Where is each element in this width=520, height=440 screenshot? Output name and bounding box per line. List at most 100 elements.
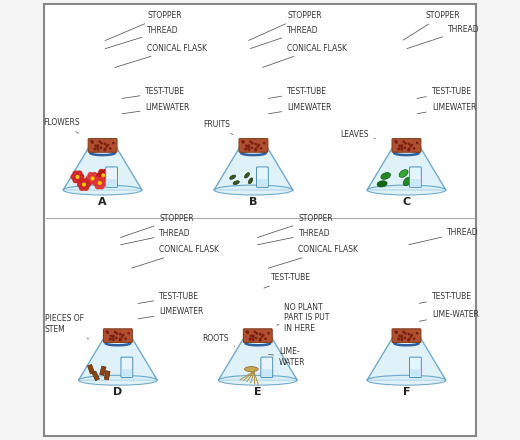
Circle shape: [99, 141, 100, 143]
Ellipse shape: [233, 181, 239, 184]
Text: F: F: [402, 387, 410, 397]
Circle shape: [401, 335, 402, 337]
Polygon shape: [63, 143, 142, 190]
Circle shape: [125, 338, 126, 339]
Circle shape: [80, 179, 85, 184]
Text: A: A: [98, 197, 107, 207]
Circle shape: [399, 145, 400, 147]
Circle shape: [92, 142, 93, 143]
Circle shape: [408, 149, 410, 150]
Text: LIMEWATER: LIMEWATER: [122, 103, 190, 114]
FancyBboxPatch shape: [106, 167, 118, 187]
FancyBboxPatch shape: [243, 329, 272, 342]
Circle shape: [411, 144, 412, 146]
Text: LIMEWATER: LIMEWATER: [268, 103, 331, 114]
Text: LIME-
WATER: LIME- WATER: [268, 347, 306, 367]
Circle shape: [248, 147, 249, 148]
Circle shape: [110, 335, 112, 337]
Circle shape: [80, 185, 85, 190]
Circle shape: [404, 147, 406, 148]
Circle shape: [262, 336, 263, 337]
Text: THREAD: THREAD: [257, 229, 330, 245]
Circle shape: [113, 339, 114, 341]
Circle shape: [408, 338, 410, 340]
Ellipse shape: [91, 141, 114, 146]
FancyBboxPatch shape: [257, 179, 267, 187]
Text: PIECES OF
STEM: PIECES OF STEM: [45, 314, 88, 339]
Circle shape: [85, 182, 90, 187]
Ellipse shape: [395, 332, 418, 336]
FancyBboxPatch shape: [261, 357, 272, 378]
Ellipse shape: [244, 172, 250, 178]
Text: STOPPER: STOPPER: [249, 11, 322, 40]
Circle shape: [95, 148, 96, 150]
Circle shape: [254, 331, 255, 333]
Circle shape: [245, 148, 247, 150]
Circle shape: [109, 338, 111, 340]
Circle shape: [252, 337, 254, 338]
Circle shape: [246, 331, 248, 332]
Circle shape: [97, 145, 99, 146]
Polygon shape: [105, 370, 110, 380]
Polygon shape: [87, 364, 95, 374]
Circle shape: [268, 333, 269, 334]
Circle shape: [99, 183, 104, 189]
Text: CONICAL FLASK: CONICAL FLASK: [115, 44, 207, 67]
Polygon shape: [214, 143, 293, 190]
Circle shape: [410, 336, 411, 337]
Circle shape: [120, 334, 121, 335]
Circle shape: [246, 145, 247, 147]
Circle shape: [92, 172, 97, 178]
Circle shape: [116, 333, 118, 334]
Circle shape: [408, 340, 409, 341]
Text: STOPPER: STOPPER: [105, 11, 182, 40]
Circle shape: [256, 333, 257, 334]
Text: THREAD: THREAD: [121, 229, 191, 245]
Text: TEST-TUBE: TEST-TUBE: [138, 292, 200, 304]
Circle shape: [92, 141, 93, 143]
Circle shape: [99, 177, 104, 182]
Circle shape: [401, 147, 402, 148]
Ellipse shape: [381, 172, 391, 179]
Ellipse shape: [367, 185, 446, 195]
Circle shape: [253, 339, 254, 341]
Circle shape: [396, 142, 397, 143]
Circle shape: [242, 141, 243, 142]
Circle shape: [105, 173, 110, 178]
Circle shape: [71, 174, 76, 180]
Text: TEST-TUBE: TEST-TUBE: [417, 88, 472, 99]
Circle shape: [250, 141, 251, 143]
Circle shape: [395, 331, 396, 332]
Text: E: E: [254, 387, 262, 397]
Text: FLOWERS: FLOWERS: [43, 118, 80, 133]
Circle shape: [76, 176, 79, 178]
FancyBboxPatch shape: [121, 357, 133, 378]
Circle shape: [106, 146, 108, 147]
Circle shape: [120, 340, 121, 341]
FancyBboxPatch shape: [410, 369, 421, 377]
Circle shape: [261, 148, 262, 149]
Circle shape: [122, 336, 123, 337]
Polygon shape: [92, 371, 99, 381]
Circle shape: [98, 182, 101, 184]
Circle shape: [102, 176, 108, 181]
Circle shape: [248, 145, 250, 146]
FancyBboxPatch shape: [107, 179, 116, 187]
Text: CONICAL FLASK: CONICAL FLASK: [263, 44, 347, 67]
Circle shape: [106, 331, 108, 332]
Circle shape: [91, 177, 94, 180]
Circle shape: [99, 176, 104, 181]
FancyBboxPatch shape: [122, 369, 132, 377]
Circle shape: [259, 334, 261, 335]
Ellipse shape: [249, 178, 253, 184]
Text: THREAD: THREAD: [105, 26, 179, 49]
Text: C: C: [402, 197, 410, 207]
Circle shape: [91, 141, 92, 142]
Circle shape: [105, 143, 106, 145]
Circle shape: [410, 146, 411, 147]
Circle shape: [411, 334, 412, 336]
Ellipse shape: [403, 177, 411, 186]
Circle shape: [112, 337, 114, 338]
Circle shape: [107, 144, 109, 146]
Text: STOPPER: STOPPER: [403, 11, 460, 40]
